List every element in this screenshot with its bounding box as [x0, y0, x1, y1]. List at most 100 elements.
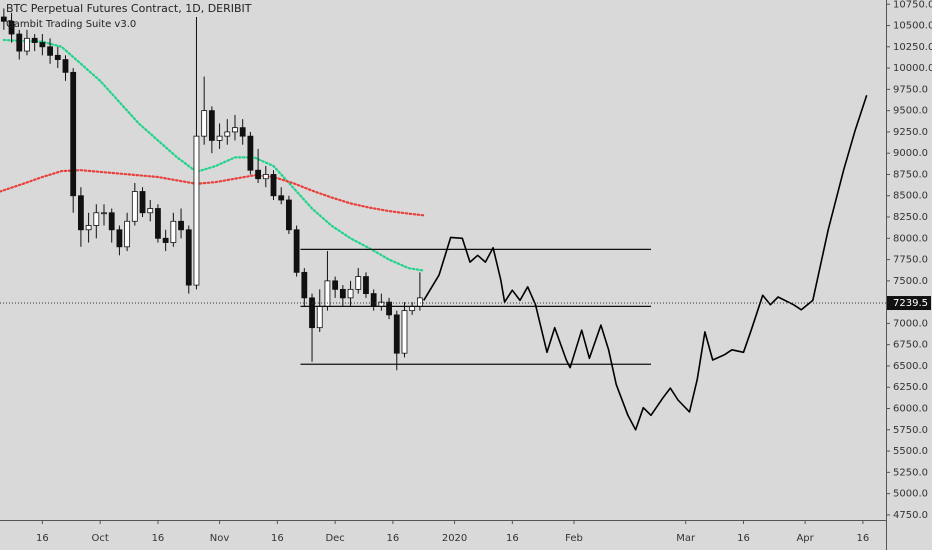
candle-body: [116, 229, 123, 248]
candle-body: [363, 276, 369, 295]
candle-body: [309, 297, 315, 329]
x-tick-label: Oct: [92, 533, 109, 544]
x-tick-label: 16: [737, 533, 750, 544]
x-tick-label: 16: [152, 533, 165, 544]
y-tick-label: 10500.0: [893, 21, 932, 32]
x-tick-label: Feb: [565, 533, 583, 544]
candle-body: [232, 127, 238, 133]
candle-body: [131, 191, 138, 222]
candle-body: [155, 208, 161, 239]
candle-body: [85, 225, 92, 231]
y-tick-label: 5750.0: [893, 425, 928, 436]
candle-body: [170, 220, 177, 243]
candle-body: [401, 310, 408, 354]
candle-body: [193, 135, 200, 286]
candle-body: [316, 305, 323, 329]
candle-body: [124, 220, 131, 248]
candle-body: [201, 110, 208, 137]
y-tick-label: 7000.0: [893, 318, 928, 329]
y-tick-label: 5250.0: [893, 467, 928, 478]
x-tick-label: 16: [387, 533, 400, 544]
candle-body: [239, 127, 246, 137]
x-tick-label: 16: [857, 533, 870, 544]
candle-body: [270, 174, 277, 197]
y-tick-label: 10000.0: [893, 63, 932, 74]
candle-body: [278, 195, 285, 201]
candle-body: [208, 110, 215, 141]
last-price-label: 7239.5: [893, 298, 928, 309]
y-tick-label: 5500.0: [893, 446, 928, 457]
candle-body: [93, 212, 100, 226]
candle-body: [416, 297, 423, 307]
candle-body: [386, 301, 392, 316]
candle-body: [54, 54, 61, 60]
candle-body: [301, 271, 308, 299]
candle-body: [293, 229, 300, 273]
y-tick-label: 6500.0: [893, 361, 928, 372]
y-tick-label: 6750.0: [893, 340, 928, 351]
x-tick-label: Apr: [796, 533, 814, 544]
chart-subtitle: Gambit Trading Suite v3.0: [6, 19, 136, 30]
candle-body: [139, 191, 146, 214]
candle-body: [332, 280, 339, 290]
y-tick-label: 10250.0: [893, 42, 932, 53]
y-tick-label: 8750.0: [893, 169, 928, 180]
x-tick-label: Mar: [676, 533, 696, 544]
candle-body: [393, 314, 400, 354]
candle-body: [101, 212, 107, 215]
candle-body: [70, 71, 77, 197]
y-tick-label: 8250.0: [893, 212, 928, 223]
y-tick-label: 9500.0: [893, 106, 928, 117]
candle-body: [255, 169, 261, 180]
y-tick-label: 8500.0: [893, 191, 928, 202]
candle-body: [339, 288, 346, 299]
candle-body: [0, 16, 7, 22]
x-tick-label: 16: [271, 533, 284, 544]
y-tick-label: 7750.0: [893, 255, 928, 266]
labels: 4750.0 5000.0 5250.0 5500.0 5750.0 6000.0 6250…: [36, 0, 932, 544]
candle-body: [178, 220, 184, 231]
candle-body: [162, 237, 169, 243]
y-tick-label: 7500.0: [893, 276, 928, 287]
candle-body: [8, 20, 15, 35]
candle-body: [77, 195, 84, 231]
moving-average: [2, 38, 425, 272]
y-tick-label: 4750.0: [893, 510, 928, 521]
candle-body: [24, 37, 30, 52]
candle-body: [47, 46, 53, 56]
candle-body: [224, 131, 231, 137]
candle-body: [216, 135, 223, 141]
candle-body: [185, 229, 192, 286]
candle-body: [247, 135, 254, 171]
candle-body: [262, 174, 269, 180]
y-tick-label: 9250.0: [893, 127, 928, 138]
plot: [0, 8, 886, 431]
y-tick-label: 9750.0: [893, 84, 928, 95]
candle-body: [16, 33, 23, 52]
y-tick-label: 8000.0: [893, 233, 928, 244]
candle-body: [62, 59, 69, 73]
candle-body: [355, 276, 362, 290]
x-tick-label: 2020: [442, 533, 467, 544]
candle-body: [31, 37, 38, 43]
y-tick-label: 5000.0: [893, 489, 928, 500]
candle-body: [347, 288, 354, 299]
y-tick-label: 6250.0: [893, 382, 928, 393]
last-price-box: [887, 296, 931, 311]
y-tick-label: 9000.0: [893, 148, 928, 159]
x-tick-label: 16: [36, 533, 49, 544]
candle-body: [39, 42, 46, 48]
candle-body: [286, 199, 292, 231]
candle-body: [108, 212, 115, 231]
y-tick-label: 10750.0: [893, 0, 932, 10]
candle-body: [370, 293, 377, 307]
x-tick-label: 16: [506, 533, 519, 544]
y-tick-label: 6000.0: [893, 404, 928, 415]
candle-body: [147, 208, 154, 214]
x-tick-label: Dec: [325, 533, 344, 544]
x-tick-label: Nov: [210, 533, 230, 544]
chart-title: BTC Perpetual Futures Contract, 1D, DERI…: [6, 2, 252, 15]
